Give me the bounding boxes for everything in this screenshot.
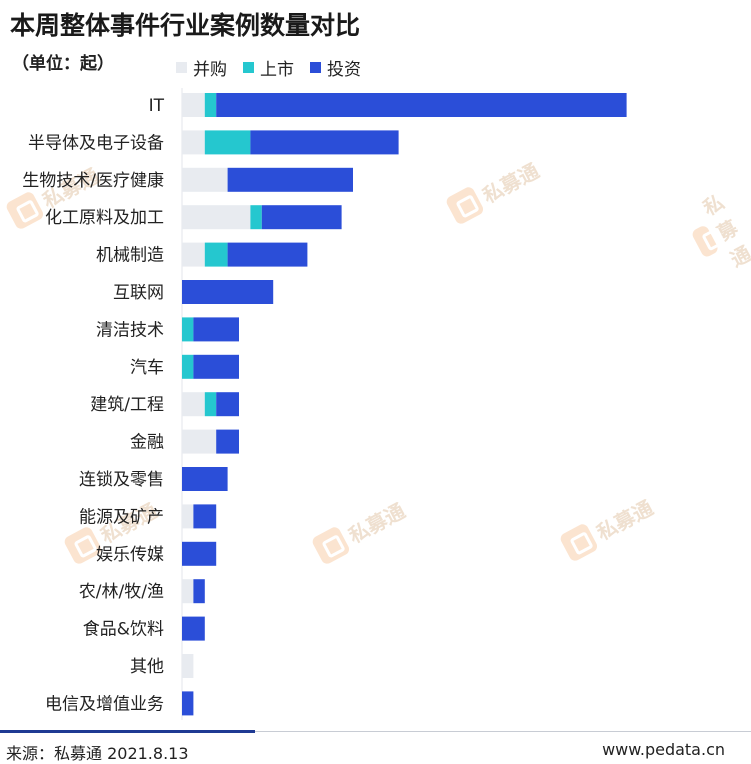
legend-item-bingou: 并购 <box>176 55 227 80</box>
legend: 并购 上市 投资 <box>176 55 377 80</box>
category-label: 半导体及电子设备 <box>28 133 164 153</box>
bar-segment-shangshi <box>204 392 217 417</box>
unit-label: （单位：起） <box>12 54 114 74</box>
category-label: 连锁及零售 <box>79 470 164 490</box>
bar-segment-bingou <box>182 130 205 155</box>
category-label: 机械制造 <box>96 246 164 266</box>
bar-segment-bingou <box>182 429 217 454</box>
bar-segment-touzi <box>216 429 239 454</box>
bar-segment-touzi <box>182 541 217 566</box>
bar-segment-touzi <box>227 167 353 192</box>
category-label: 互联网 <box>113 283 164 303</box>
bar-segment-touzi <box>250 130 399 155</box>
legend-swatch-touzi <box>310 62 321 73</box>
legend-swatch-bingou <box>176 62 187 73</box>
bar-segment-touzi <box>182 616 205 641</box>
bar-segment-shangshi <box>182 354 194 379</box>
category-label: IT <box>149 96 165 116</box>
bar-segment-touzi <box>227 242 308 267</box>
category-label: 电信及增值业务 <box>45 694 164 714</box>
bar-segment-shangshi <box>204 130 251 155</box>
bar-segment-bingou <box>182 504 194 529</box>
legend-item-shangshi: 上市 <box>243 55 294 80</box>
category-label: 化工原料及加工 <box>45 208 164 228</box>
bar-segment-shangshi <box>250 205 262 230</box>
footer-divider <box>0 731 751 732</box>
bar-segment-touzi <box>193 504 217 529</box>
bar-segment-touzi <box>216 392 239 417</box>
category-label: 食品&饮料 <box>83 620 164 640</box>
legend-label-shangshi: 上市 <box>260 60 294 80</box>
bar-segment-touzi <box>216 93 627 117</box>
category-label: 清洁技术 <box>96 320 164 340</box>
bar-segment-bingou <box>182 93 205 117</box>
category-label: 汽车 <box>130 358 164 378</box>
category-label: 生物技术/医疗健康 <box>22 171 164 191</box>
bar-segment-bingou <box>182 392 205 417</box>
bar-segment-touzi <box>261 205 342 230</box>
bar-segment-bingou <box>182 242 205 267</box>
bar-chart: IT 半导体及电子设备生物技术/医疗健康化工原料及加工机械制造互联网清洁技术汽车建… <box>22 88 627 720</box>
bar-segment-bingou <box>182 579 194 604</box>
bar-segment-touzi <box>182 691 194 716</box>
source-text: 来源：私募通 2021.8.13 <box>6 744 189 763</box>
legend-swatch-shangshi <box>243 62 254 73</box>
site-url: www.pedata.cn <box>602 740 725 759</box>
bar-segment-shangshi <box>182 317 194 342</box>
category-label: 金融 <box>130 433 164 453</box>
category-label: 能源及矿产 <box>79 507 164 527</box>
category-label: 其他 <box>130 657 164 677</box>
legend-item-touzi: 投资 <box>310 55 361 80</box>
legend-label-bingou: 并购 <box>193 60 227 80</box>
legend-label-touzi: 投资 <box>327 60 361 80</box>
bar-segment-touzi <box>182 467 228 491</box>
category-label: 农/林/牧/渔 <box>79 582 164 602</box>
category-label: 建筑/工程 <box>90 395 164 415</box>
bar-segment-touzi <box>193 354 239 379</box>
bar-segment-bingou <box>182 205 251 230</box>
bar-segment-bingou <box>182 654 194 678</box>
bar-segment-bingou <box>182 167 228 192</box>
category-label: 娱乐传媒 <box>96 545 164 565</box>
chart-title: 本周整体事件行业案例数量对比 <box>10 11 361 40</box>
footer-accent-bar <box>0 730 255 733</box>
bar-segment-touzi <box>182 280 274 304</box>
bar-segment-shangshi <box>204 242 228 267</box>
bar-segment-touzi <box>193 317 239 342</box>
bar-segment-touzi <box>193 579 205 604</box>
bar-segment-shangshi <box>204 93 217 117</box>
